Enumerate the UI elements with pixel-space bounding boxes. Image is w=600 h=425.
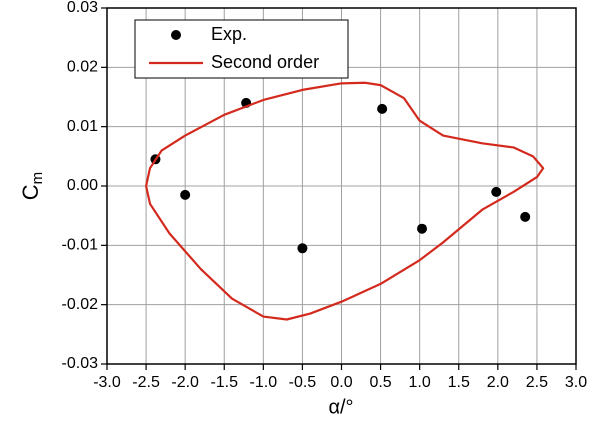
- y-tick-label: 0.01: [67, 118, 98, 135]
- x-tick-label: -0.5: [289, 374, 317, 391]
- x-tick-label: 0.0: [330, 374, 352, 391]
- x-tick-label: 1.0: [409, 374, 431, 391]
- x-tick-label: -1.0: [250, 374, 278, 391]
- x-tick-label: 2.0: [487, 374, 509, 391]
- data-point: [377, 103, 388, 114]
- x-tick-label: 1.5: [448, 374, 470, 391]
- x-tick-label: -1.5: [210, 374, 238, 391]
- marks: [145, 81, 545, 321]
- y-axis-label-main: C: [18, 184, 43, 200]
- legend-label: Second order: [211, 52, 319, 72]
- x-tick-label: 3.0: [565, 374, 587, 391]
- plot-frame: [106, 7, 577, 365]
- y-tick-label: 0.02: [67, 59, 98, 76]
- y-tick-label: 0.00: [67, 177, 98, 194]
- y-tick-label: 0.03: [67, 0, 98, 16]
- y-axis-label-sub: m: [29, 172, 46, 185]
- x-tick-label: -2.0: [171, 374, 199, 391]
- x-tick-label: 2.5: [526, 374, 548, 391]
- data-point: [520, 211, 531, 222]
- x-tick-label: 0.5: [369, 374, 391, 391]
- data-point: [491, 186, 502, 197]
- legend-label: Exp.: [211, 24, 247, 44]
- x-axis-label: α/°: [328, 396, 353, 418]
- y-tick-label: -0.03: [62, 355, 99, 372]
- data-point: [180, 189, 191, 200]
- data-point: [297, 243, 308, 254]
- y-axis-label: Cm: [18, 172, 46, 200]
- x-tick-label: -2.5: [132, 374, 160, 391]
- data-point: [417, 223, 428, 234]
- y-tick-label: -0.02: [62, 296, 99, 313]
- y-tick-label: -0.01: [62, 237, 99, 254]
- legend-box: [134, 19, 349, 79]
- x-tick-label: -3.0: [93, 374, 121, 391]
- legend: Exp. Second order: [134, 19, 349, 79]
- data-line: [145, 81, 545, 321]
- legend-symbol: [171, 30, 181, 40]
